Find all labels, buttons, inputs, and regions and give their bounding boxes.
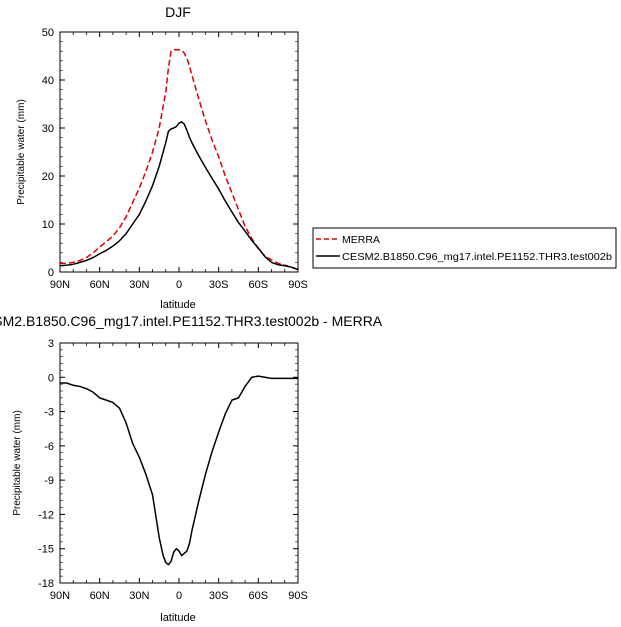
series-line-merra <box>60 49 299 271</box>
legend: MERRA CESM2.B1850.C96_mg17.intel.PE1152.… <box>312 227 617 269</box>
y-tick-label: -3 <box>44 407 54 419</box>
y-tick-label: 0 <box>48 267 54 279</box>
chart-1-plot-area: 90N 60N 30N 0 30S 60S 90S 0 10 20 30 40 50 <box>42 27 308 291</box>
plot-frame <box>59 342 299 584</box>
x-tick-label: 60S <box>249 279 269 291</box>
x-tick-label: 90S <box>288 590 308 602</box>
y-tick-label: 3 <box>48 338 54 350</box>
x-tick-label: 60S <box>249 590 269 602</box>
x-tick-label: 90N <box>50 279 70 291</box>
chart-2-plot-area: 90N 60N 30N 0 30S 60S 90S 3 0 -3 -6 -9 -12 -15 -18 <box>38 338 308 602</box>
y-tick-label: 50 <box>42 27 54 39</box>
legend-box <box>312 227 617 269</box>
x-tick-label: 90N <box>50 590 70 602</box>
x-tick-label: 90S <box>288 279 308 291</box>
y-tick-label: 20 <box>42 171 54 183</box>
x-tick-label: 60N <box>90 590 110 602</box>
y-tick-label: 30 <box>42 123 54 135</box>
chart-2-xlabel: latitude <box>160 612 195 624</box>
y-tick-label: -6 <box>44 441 54 453</box>
chart-2-ylabel: Precipitable water (mm) <box>12 410 23 516</box>
series-line-cesm2-b1850-c96-mg17 <box>59 121 299 271</box>
y-tick-label: 0 <box>48 372 54 384</box>
x-tick-label: 30N <box>129 590 149 602</box>
y-tick-label: -15 <box>38 544 54 556</box>
chart-panel-2: CESM2.B1850.C96_mg17.intel.PE1152.THR3.t… <box>0 313 383 624</box>
x-tick-label: 0 <box>176 590 182 602</box>
legend-label-cesm2: CESM2.B1850.C96_mg17.intel.PE1152.THR3.t… <box>342 251 612 263</box>
plot-frame <box>59 31 299 273</box>
x-tick-label: 60N <box>90 279 110 291</box>
x-tick-label: 30S <box>209 279 229 291</box>
chart-1-title: DJF <box>165 4 191 20</box>
y-tick-label: -9 <box>44 475 54 487</box>
chart-1-xlabel: latitude <box>160 299 195 311</box>
y-tick-label: -12 <box>38 509 54 521</box>
legend-label-merra: MERRA <box>342 234 380 246</box>
x-tick-label: 0 <box>176 279 182 291</box>
x-tick-label: 30N <box>129 279 149 291</box>
chart-1-ylabel: Precipitable water (mm) <box>16 99 27 205</box>
y-tick-label: 10 <box>42 219 54 231</box>
chart-panel-1: DJF 90N 60N 30N 0 30S 60S 90S 0 10 20 30 40 50 Preci… <box>16 4 308 311</box>
y-tick-label: -18 <box>38 578 54 590</box>
x-tick-label: 30S <box>209 590 229 602</box>
series-line-difference <box>60 375 298 566</box>
y-tick-label: 40 <box>42 75 54 87</box>
chart-2-title: CESM2.B1850.C96_mg17.intel.PE1152.THR3.t… <box>0 313 383 329</box>
